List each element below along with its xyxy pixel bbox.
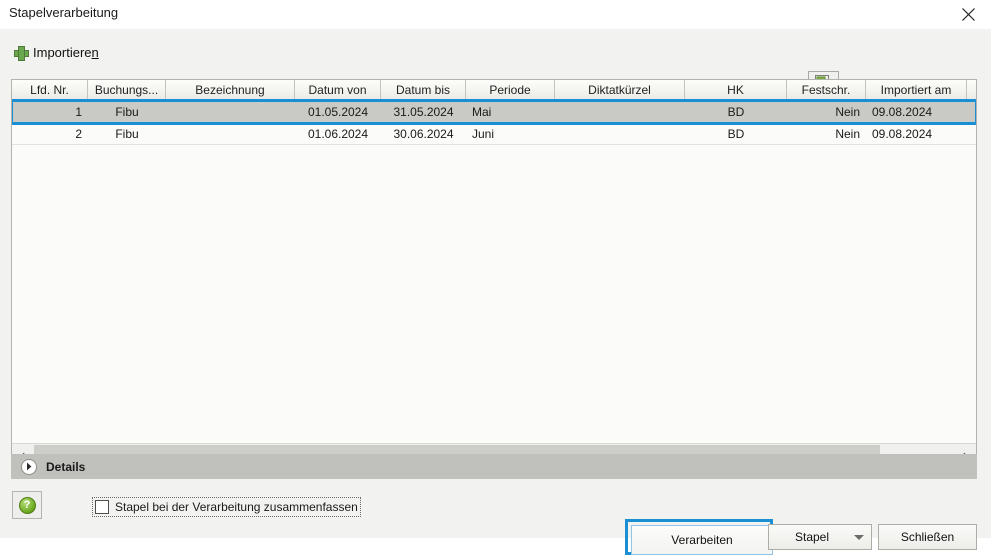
batch-dropdown-label: Stapel	[794, 530, 830, 544]
close-icon	[961, 7, 976, 22]
column-header[interactable]: Buchungs...	[88, 80, 166, 100]
column-header[interactable]: Datum von	[295, 80, 381, 100]
table-cell: Nein	[787, 101, 866, 123]
table-cell: 1	[12, 101, 88, 123]
table-cell: Mai	[466, 101, 555, 123]
import-label-accesskey: n	[91, 44, 99, 60]
import-button-label: Importieren	[33, 45, 99, 60]
close-dialog-button[interactable]: Schließen	[878, 524, 977, 550]
table-cell	[166, 101, 295, 123]
column-header[interactable]: HK	[685, 80, 787, 100]
table-cell: 31.05.2024	[381, 101, 466, 123]
help-question-icon: ?	[18, 496, 36, 514]
chevron-down-icon[interactable]	[847, 534, 871, 540]
window-title: Stapelverarbeitung	[9, 5, 119, 20]
combine-batches-checkbox-row[interactable]: Stapel bei der Verarbeitung zusammenfass…	[92, 497, 361, 517]
table-cell: 09.08.2024	[866, 123, 967, 145]
table-body: 1 Fibu 01.05.2024 31.05.2024 Mai BD Nein 09.08.…	[12, 99, 976, 442]
column-header[interactable]: Imp	[967, 80, 976, 100]
table-cell: BD	[685, 101, 787, 123]
column-header[interactable]: Datum bis	[381, 80, 466, 100]
table-cell: 01.05.2024	[295, 101, 381, 123]
table-cell: 15878	[967, 123, 976, 145]
chevron-right-circle-icon[interactable]	[21, 458, 37, 475]
table-cell: Juni	[466, 123, 555, 145]
table-row[interactable]: 1 Fibu 01.05.2024 31.05.2024 Mai BD Nein 09.08.…	[12, 99, 976, 125]
column-header[interactable]: Festschr.	[787, 80, 866, 100]
table-cell: BD	[685, 123, 787, 145]
details-expander[interactable]: Details	[11, 454, 977, 479]
title-bar: Stapelverarbeitung	[0, 0, 991, 29]
toolbar: Importieren	[0, 29, 991, 73]
column-header[interactable]: Diktatkürzel	[555, 80, 685, 100]
table-cell: Fibu	[88, 101, 166, 123]
table-cell	[555, 123, 685, 145]
table-cell: 01.06.2024	[295, 123, 381, 145]
table-cell: 30.06.2024	[381, 123, 466, 145]
column-header[interactable]: Lfd. Nr.	[12, 80, 88, 100]
table-row[interactable]: 2 Fibu 01.06.2024 30.06.2024 Juni BD Nein 09.08…	[12, 123, 976, 145]
dialog-body: Importieren Einstellungen Lfd. Nr.Buchun…	[0, 29, 991, 555]
column-header[interactable]: Periode	[466, 80, 555, 100]
table-cell: Fibu	[88, 123, 166, 145]
process-button[interactable]: Verarbeiten	[631, 525, 773, 555]
table-cell: 09.08.2024	[866, 101, 967, 123]
import-label-text: Importiere	[33, 44, 92, 60]
table-cell: Nein	[787, 123, 866, 145]
combine-batches-label: Stapel bei der Verarbeitung zusammenfass…	[115, 500, 358, 514]
batch-table[interactable]: Lfd. Nr. Buchungs... Bezeichnung Datum von D…	[11, 79, 977, 465]
green-plus-icon	[14, 45, 29, 61]
table-cell: 2	[12, 123, 88, 145]
batch-dropdown-button[interactable]: Stapel	[768, 524, 872, 550]
process-button-focus-ring: Verarbeiten	[625, 519, 773, 555]
table-cell	[555, 101, 685, 123]
column-header[interactable]: Importiert am	[866, 80, 967, 100]
import-button[interactable]: Importieren	[12, 41, 101, 63]
table-cell: 15878	[967, 101, 976, 123]
table-header-row: Lfd. Nr. Buchungs... Bezeichnung Datum von D…	[12, 80, 976, 101]
help-button[interactable]: ?	[12, 491, 42, 519]
close-button[interactable]	[945, 0, 991, 29]
table-cell	[166, 123, 295, 145]
details-label: Details	[46, 459, 86, 474]
column-header[interactable]: Bezeichnung	[166, 80, 295, 100]
combine-batches-checkbox[interactable]	[95, 500, 109, 514]
